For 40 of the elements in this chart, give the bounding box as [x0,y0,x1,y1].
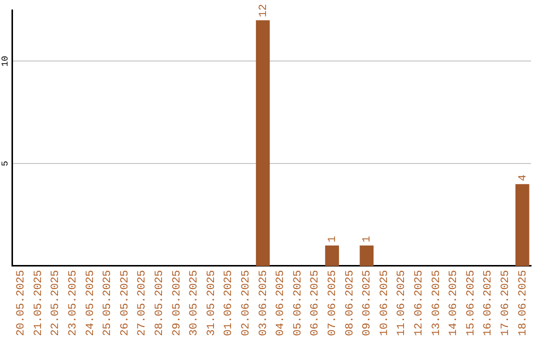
x-tick-label: 05.06.2025 [292,270,304,336]
y-tick-label: 5 [0,160,10,166]
bar [256,20,270,266]
x-tick-label: 20.05.2025 [16,270,28,336]
bar [515,184,530,266]
x-tick-label: 24.05.2025 [84,270,97,336]
x-tick-label: 17.06.2025 [500,270,512,336]
x-tick-label: 18.06.2025 [517,270,530,336]
x-tick-label: 07.06.2025 [326,270,339,336]
x-tick-label: 25.05.2025 [102,270,114,336]
data-label: 1 [326,236,339,243]
bar [325,246,339,266]
x-tick-label: 29.05.2025 [171,270,184,336]
x-tick-label: 10.06.2025 [378,270,391,336]
x-tick-label: 22.05.2025 [50,270,62,336]
x-tick-label: 09.06.2025 [362,270,374,336]
x-tick-label: 08.06.2025 [344,270,356,336]
x-tick-label: 23.05.2025 [67,270,80,336]
x-tick-label: 03.06.2025 [258,270,270,336]
x-tick-label: 14.06.2025 [448,270,460,336]
x-tick-label: 27.05.2025 [136,270,149,336]
x-tick-label: 31.05.2025 [206,270,218,336]
x-tick-label: 11.06.2025 [396,270,408,336]
x-tick-label: 04.06.2025 [275,270,288,336]
x-tick-label: 15.06.2025 [465,270,478,336]
x-tick-label: 06.06.2025 [310,270,322,336]
x-tick-label: 13.06.2025 [430,270,443,336]
x-tick-label: 01.06.2025 [223,270,236,336]
data-label: 1 [362,236,374,243]
x-tick-label: 02.06.2025 [240,270,252,336]
x-tick-label: 16.06.2025 [482,270,495,336]
x-tick-label: 12.06.2025 [413,270,426,336]
bar [360,246,374,266]
x-tick-label: 26.05.2025 [119,270,132,336]
data-label: 4 [517,174,530,182]
data-label: 12 [258,4,270,18]
x-tick-label: 21.05.2025 [32,270,45,336]
x-tick-label: 28.05.2025 [154,270,166,336]
y-tick-label: 10 [0,56,10,67]
x-tick-label: 30.05.2025 [188,270,201,336]
